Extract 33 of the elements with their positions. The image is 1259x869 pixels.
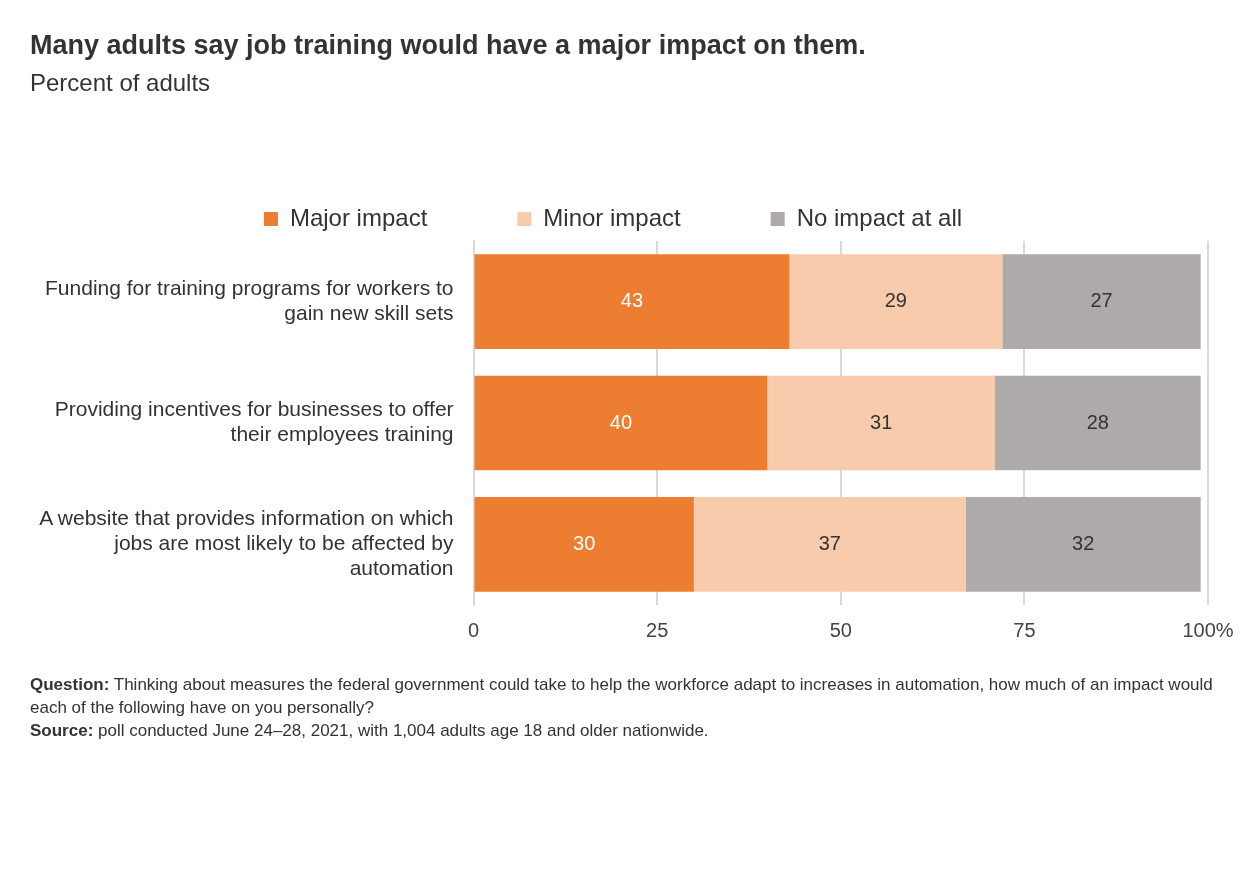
bar	[474, 497, 694, 592]
data-label: 28	[1086, 410, 1109, 433]
bar	[995, 375, 1201, 471]
text: Percent of adults	[30, 69, 212, 97]
text: Question: Thinking about measures the federal government could take to help the workforce adapt to increases in automation, how much of an impact would each of the following have on you personally?	[30, 675, 1213, 717]
bar	[693, 497, 966, 592]
text: Source: poll conducted June 24–28, 2021, with 1,004 adults age 18 and older nationwide.	[30, 721, 709, 740]
data-label: 27	[1090, 289, 1113, 312]
y-tick-label: A website that provides information on which jobs are most likely to be affected by automation	[39, 505, 455, 580]
data-label: 30	[573, 531, 596, 554]
y-tick-label: Funding for training programs for workers to gain new skill sets	[45, 275, 454, 325]
y-tick-label: Providing incentives for businesses to offer their employees training	[54, 397, 454, 446]
bar	[474, 254, 790, 349]
x-tick-label: 25	[646, 618, 669, 641]
x-tick-label: 100%	[1182, 618, 1234, 641]
chart-title: Many adults say job training would have a major impact on them.	[30, 30, 867, 61]
x-tick-label: 50	[829, 618, 852, 641]
data-label: 29	[884, 289, 907, 312]
x-tick-label: 0	[467, 618, 480, 641]
legend-label: No impact at all	[796, 203, 963, 231]
x-tick-label: 75	[1013, 618, 1036, 641]
bar	[965, 497, 1201, 592]
bar	[1002, 254, 1201, 349]
data-label: 37	[818, 531, 841, 554]
legend-label: Minor impact	[543, 203, 681, 231]
legend-label: Major impact	[289, 203, 428, 231]
data-label: 43	[620, 289, 644, 312]
bar	[474, 375, 768, 471]
data-label: 40	[609, 410, 633, 433]
data-label: 31	[870, 410, 893, 433]
bar	[789, 254, 1003, 349]
data-label: 32	[1072, 531, 1095, 554]
bar	[767, 375, 996, 471]
